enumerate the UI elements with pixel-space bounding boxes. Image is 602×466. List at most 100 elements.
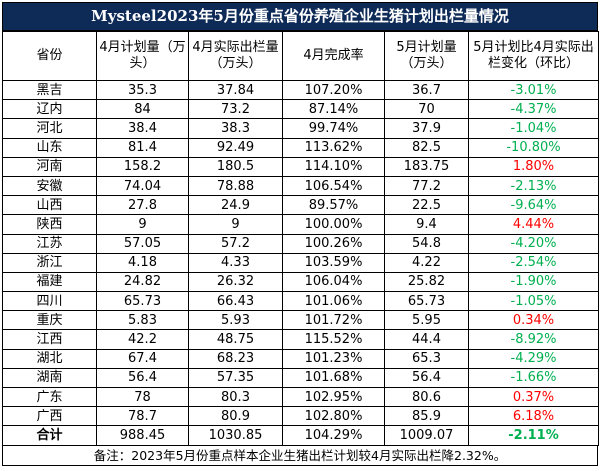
apr-actual-cell: 57.35 xyxy=(188,367,283,389)
completion-rate-cell: 103.59% xyxy=(282,252,385,273)
total-row: 合计 988.45 1030.85 104.29% 1009.07 -2.11% xyxy=(2,425,599,446)
change-cell: -2.54% xyxy=(468,252,599,273)
province-cell: 江苏 xyxy=(2,233,97,254)
table-row: 重庆 5.83 5.93 101.72% 5.95 0.34% xyxy=(2,310,599,331)
change-cell: -4.20% xyxy=(468,233,599,254)
may-plan-cell: 36.7 xyxy=(384,79,469,101)
province-cell: 江西 xyxy=(2,329,97,350)
data-table: 省份 4月计划量（万头） 4月实际出栏量（万头） 4月完成率 5月计划量（万头）… xyxy=(2,31,599,446)
table-row: 广东 78 80.3 102.95% 80.6 0.37% xyxy=(2,386,599,408)
header-completion-rate: 4月完成率 xyxy=(282,31,385,81)
apr-actual-cell: 38.3 xyxy=(188,118,283,139)
table-body: 黑吉 35.3 37.84 107.20% 36.7 -3.01% 辽内 84 73.2 87.1… xyxy=(2,79,599,446)
apr-actual-cell: 66.43 xyxy=(188,291,283,312)
completion-rate-cell: 115.52% xyxy=(282,329,385,350)
may-plan-cell: 85.9 xyxy=(384,406,469,427)
province-cell: 广东 xyxy=(2,386,97,408)
may-plan-cell: 54.8 xyxy=(384,233,469,254)
change-cell: -9.64% xyxy=(468,195,599,216)
apr-actual-cell: 180.5 xyxy=(188,156,283,177)
table-row: 湖北 67.4 68.23 101.23% 65.3 -4.29% xyxy=(2,348,599,369)
completion-rate-cell: 101.23% xyxy=(282,348,385,369)
apr-plan-cell: 5.83 xyxy=(96,310,189,331)
change-cell: -2.11% xyxy=(468,425,599,446)
apr-plan-cell: 42.2 xyxy=(96,329,189,350)
may-plan-cell: 44.4 xyxy=(384,329,469,350)
province-cell: 黑吉 xyxy=(2,79,97,101)
apr-actual-cell: 73.2 xyxy=(188,99,283,120)
completion-rate-cell: 102.80% xyxy=(282,406,385,427)
province-cell: 四川 xyxy=(2,291,97,312)
completion-rate-cell: 114.10% xyxy=(282,156,385,177)
change-cell: 1.80% xyxy=(468,156,599,177)
may-plan-cell: 82.5 xyxy=(384,137,469,158)
may-plan-cell: 9.4 xyxy=(384,214,469,235)
apr-plan-cell: 78 xyxy=(96,386,189,408)
table-row: 浙江 4.18 4.33 103.59% 4.22 -2.54% xyxy=(2,252,599,273)
may-plan-cell: 56.4 xyxy=(384,367,469,389)
change-cell: 0.34% xyxy=(468,310,599,331)
apr-actual-cell: 37.84 xyxy=(188,79,283,101)
apr-actual-cell: 57.2 xyxy=(188,233,283,254)
table-row: 河南 158.2 180.5 114.10% 183.75 1.80% xyxy=(2,156,599,177)
apr-plan-cell: 67.4 xyxy=(96,348,189,369)
may-plan-cell: 4.22 xyxy=(384,252,469,273)
apr-plan-cell: 4.18 xyxy=(96,252,189,273)
completion-rate-cell: 101.06% xyxy=(282,291,385,312)
apr-plan-cell: 988.45 xyxy=(96,425,189,446)
apr-plan-cell: 57.05 xyxy=(96,233,189,254)
change-cell: -1.04% xyxy=(468,118,599,139)
apr-actual-cell: 9 xyxy=(188,214,283,235)
completion-rate-cell: 106.04% xyxy=(282,271,385,293)
table-row: 河北 38.4 38.3 99.74% 37.9 -1.04% xyxy=(2,118,599,139)
province-cell: 辽内 xyxy=(2,99,97,120)
apr-plan-cell: 24.82 xyxy=(96,271,189,293)
may-plan-cell: 65.3 xyxy=(384,348,469,369)
change-cell: -8.92% xyxy=(468,329,599,350)
province-cell: 河南 xyxy=(2,156,97,177)
change-cell: -3.01% xyxy=(468,79,599,101)
province-cell: 广西 xyxy=(2,406,97,427)
completion-rate-cell: 101.72% xyxy=(282,310,385,331)
province-cell: 重庆 xyxy=(2,310,97,331)
table-row: 四川 65.73 66.43 101.06% 65.73 -1.05% xyxy=(2,291,599,312)
completion-rate-cell: 100.00% xyxy=(282,214,385,235)
apr-actual-cell: 80.9 xyxy=(188,406,283,427)
table-row: 江苏 57.05 57.2 100.26% 54.8 -4.20% xyxy=(2,233,599,254)
header-apr-plan: 4月计划量（万头） xyxy=(96,31,189,81)
change-cell: 0.37% xyxy=(468,386,599,408)
completion-rate-cell: 87.14% xyxy=(282,99,385,120)
apr-actual-cell: 24.9 xyxy=(188,195,283,216)
may-plan-cell: 65.73 xyxy=(384,291,469,312)
apr-plan-cell: 35.3 xyxy=(96,79,189,101)
apr-actual-cell: 48.75 xyxy=(188,329,283,350)
province-cell: 河北 xyxy=(2,118,97,139)
apr-actual-cell: 5.93 xyxy=(188,310,283,331)
apr-actual-cell: 26.32 xyxy=(188,271,283,293)
province-cell: 陕西 xyxy=(2,214,97,235)
completion-rate-cell: 102.95% xyxy=(282,386,385,408)
province-cell: 山东 xyxy=(2,137,97,158)
may-plan-cell: 80.6 xyxy=(384,386,469,408)
table-row: 陕西 9 9 100.00% 9.4 4.44% xyxy=(2,214,599,235)
apr-plan-cell: 84 xyxy=(96,99,189,120)
change-cell: 6.18% xyxy=(468,406,599,427)
apr-actual-cell: 80.3 xyxy=(188,386,283,408)
change-cell: -1.90% xyxy=(468,271,599,293)
apr-actual-cell: 4.33 xyxy=(188,252,283,273)
change-cell: 4.44% xyxy=(468,214,599,235)
table-row: 广西 78.7 80.9 102.80% 85.9 6.18% xyxy=(2,406,599,427)
header-apr-actual: 4月实际出栏量（万头） xyxy=(188,31,283,81)
table-row: 安徽 74.04 78.88 106.54% 77.2 -2.13% xyxy=(2,175,599,197)
header-row: 省份 4月计划量（万头） 4月实际出栏量（万头） 4月完成率 5月计划量（万头）… xyxy=(2,31,599,81)
table-row: 湖南 56.4 57.35 101.68% 56.4 -1.66% xyxy=(2,367,599,389)
province-cell: 山西 xyxy=(2,195,97,216)
province-cell: 湖北 xyxy=(2,348,97,369)
completion-rate-cell: 104.29% xyxy=(282,425,385,446)
may-plan-cell: 70 xyxy=(384,99,469,120)
change-cell: -4.37% xyxy=(468,99,599,120)
apr-plan-cell: 65.73 xyxy=(96,291,189,312)
may-plan-cell: 25.82 xyxy=(384,271,469,293)
change-cell: -4.29% xyxy=(468,348,599,369)
